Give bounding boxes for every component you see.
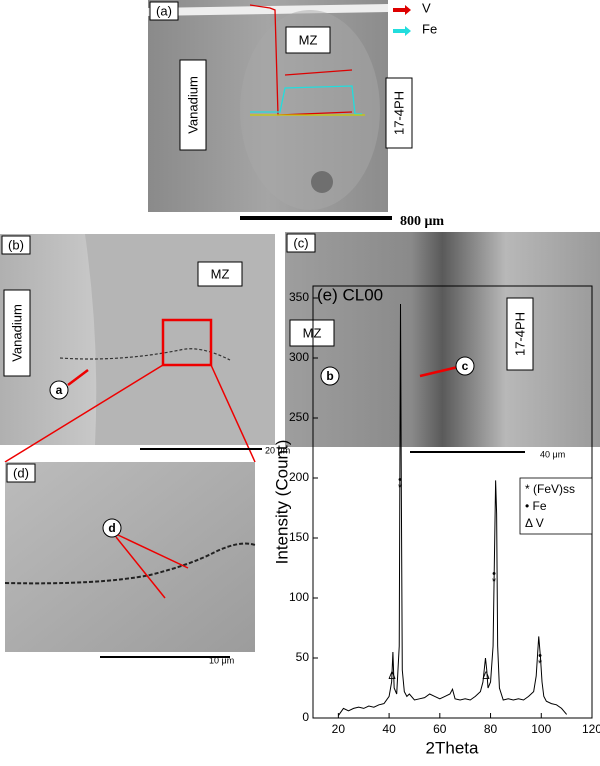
x-tick-label: 20 [332,722,346,736]
v-plateau [284,69,353,76]
x-tick-label: 40 [382,722,396,736]
point-marker [102,518,122,538]
x-tick-label: 100 [531,722,551,736]
vanadium-label: Vanadium [9,304,24,362]
peak-marker: * [492,576,497,588]
peak-marker: Δ [482,670,490,682]
melt-zone [85,234,275,445]
x-tick-label: 80 [484,722,498,736]
scale-label: 800 μm [400,214,444,229]
scale-label: 20 μm [265,445,290,455]
x-tick-label: 60 [433,722,447,736]
legend-entry: Δ V [525,516,544,530]
xrd-line [337,303,568,716]
arrow [419,365,459,378]
label-box [506,297,534,371]
surface [148,4,388,16]
label-box [6,463,36,483]
fe-profile [250,85,362,115]
x-tick-label: 120 [582,722,600,736]
crack [4,542,256,585]
arrow-v [393,5,411,15]
panel-label: (c) [293,235,308,250]
y-tick-label: 150 [289,530,309,544]
steel-label: 17-4PH [512,312,527,356]
pore [311,171,333,193]
zoom-line [210,364,256,463]
label-box [289,319,335,347]
point-marker [455,356,475,376]
melt-zone [240,10,380,210]
zoom-line [4,364,164,463]
point-label: c [462,359,469,373]
y-tick-label: 0 [302,710,309,724]
sem-image-c [285,232,600,447]
point-marker [320,366,340,386]
mz-label: MZ [299,32,318,47]
scale-label: 40 μm [540,449,565,459]
label-box [197,261,243,287]
panel-label: (a) [156,3,172,18]
y-tick-label: 100 [289,590,309,604]
panel-label: (d) [13,465,29,480]
mz-label: MZ [211,266,230,281]
label-box [179,59,207,151]
arrow [67,369,89,386]
mz-label: MZ [303,325,322,340]
sem-image-d [5,462,255,652]
legend-box [519,477,593,535]
zoom-box [161,318,213,367]
label-box [385,77,413,149]
legend-fe: Fe [422,21,437,36]
point-label: d [108,521,115,535]
point-marker [49,380,69,400]
label-box [149,1,179,21]
legend-v: V [422,0,431,15]
label-box [3,289,31,377]
point-label: b [326,369,333,383]
peak-marker: * [398,482,403,494]
peak-marker: • [398,474,402,486]
peak-marker: • [492,568,496,580]
y-tick-label: 50 [296,650,310,664]
point-label: a [56,383,63,397]
arrow [117,534,189,569]
legend-entry: • Fe [525,499,547,513]
label-box [286,233,316,253]
y-tick-label: 250 [289,410,309,424]
label-box [285,26,331,54]
steel-label: 17-4PH [391,91,406,135]
peak-marker: • [538,650,542,662]
legend-entry: * (FeV)ss [525,482,575,496]
v-profile [249,4,353,116]
peak-marker: Δ [388,670,396,682]
x-axis-label: 2Theta [426,738,479,757]
panel-label: (b) [8,237,24,252]
arrow [115,536,166,599]
arrow-fe [393,26,411,36]
peak-marker: * [538,658,543,670]
label-box [1,235,31,255]
y-tick-label: 300 [289,350,309,364]
y-axis-label: Intensity (Count) [272,440,291,565]
y-tick-label: 350 [289,290,309,304]
chart-title: (e) CL00 [317,285,383,304]
scale-label: 10 μm [209,655,234,665]
y-tick-label: 200 [289,470,309,484]
vanadium-label: Vanadium [185,76,200,134]
